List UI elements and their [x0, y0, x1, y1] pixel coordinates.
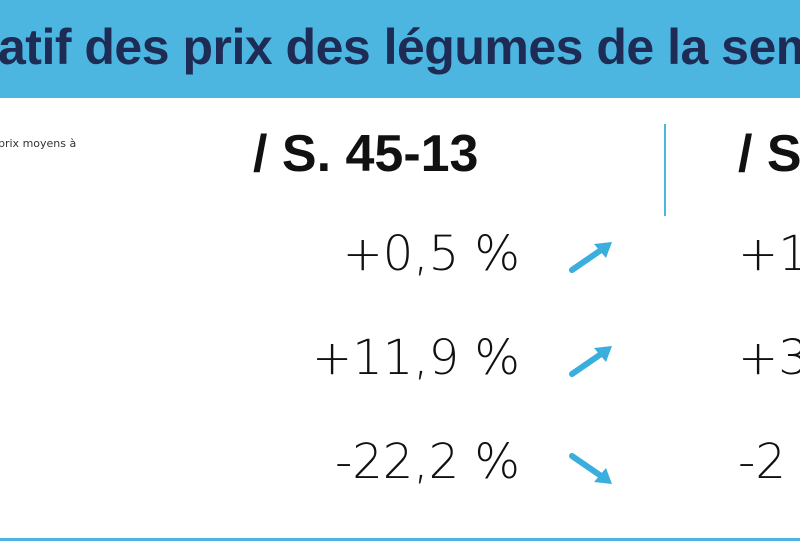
cell: +3: [738, 330, 800, 386]
column-divider: [664, 124, 666, 216]
cell: +0,5 %: [342, 226, 520, 282]
cell: -22,2 %: [334, 434, 520, 490]
cell: -2: [738, 434, 786, 490]
cell: +11,9 %: [312, 330, 520, 386]
arrow-up: [569, 346, 612, 377]
title: atif des prix des légumes de la sem: [0, 19, 800, 75]
column-header: / S: [738, 125, 800, 183]
cell: +1: [738, 226, 800, 282]
arrow-down: [569, 453, 612, 484]
title-banner: [0, 0, 800, 98]
column-header: / S. 45-13: [253, 125, 479, 183]
bottom-rule: [0, 538, 800, 541]
note: prix moyens à: [0, 137, 77, 150]
arrow-up: [569, 242, 612, 273]
